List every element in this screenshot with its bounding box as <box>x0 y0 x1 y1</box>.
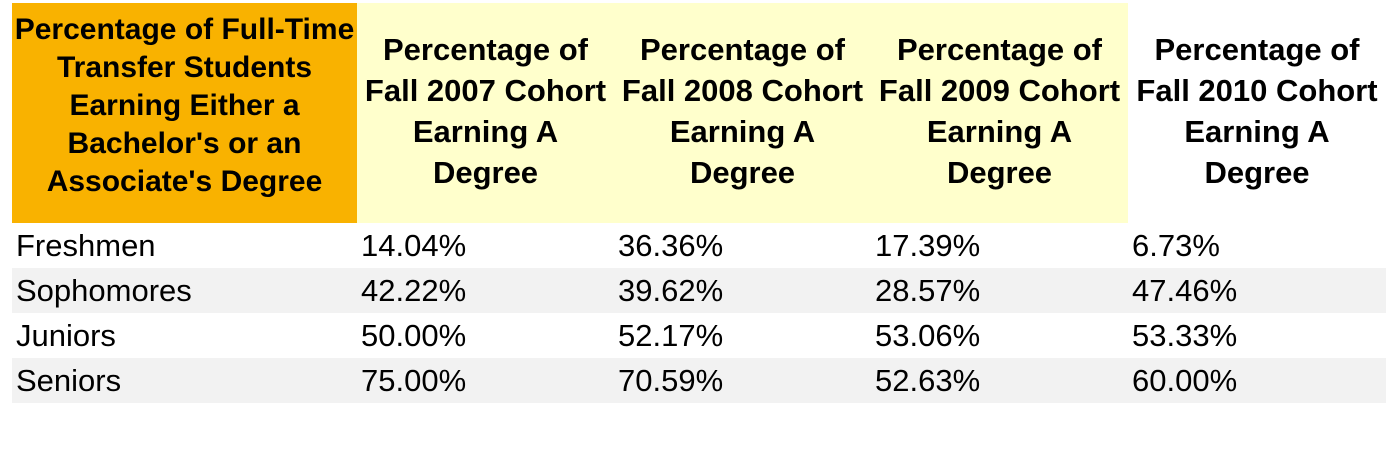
table-cell: 70.59% <box>614 358 871 403</box>
table-cell: 53.06% <box>871 313 1128 358</box>
graduation-rate-table: Percentage of Full-Time Transfer Student… <box>12 3 1386 403</box>
column-header-fall-2008: Percentage of Fall 2008 Cohort Earning A… <box>614 3 871 223</box>
header-row: Percentage of Full-Time Transfer Student… <box>12 3 1386 223</box>
table-cell: 17.39% <box>871 223 1128 268</box>
table-row-sophomores: Sophomores 42.22% 39.62% 28.57% 47.46% <box>12 268 1386 313</box>
table-cell: 14.04% <box>357 223 614 268</box>
table-cell: 53.33% <box>1128 313 1386 358</box>
corner-header: Percentage of Full-Time Transfer Student… <box>12 3 357 223</box>
table-cell: 52.17% <box>614 313 871 358</box>
column-header-fall-2009: Percentage of Fall 2009 Cohort Earning A… <box>871 3 1128 223</box>
row-label: Seniors <box>12 358 357 403</box>
table-cell: 47.46% <box>1128 268 1386 313</box>
row-label: Sophomores <box>12 268 357 313</box>
row-label: Juniors <box>12 313 357 358</box>
row-label: Freshmen <box>12 223 357 268</box>
column-header-fall-2010: Percentage of Fall 2010 Cohort Earning A… <box>1128 3 1386 223</box>
table-cell: 52.63% <box>871 358 1128 403</box>
table-cell: 6.73% <box>1128 223 1386 268</box>
table-row-seniors: Seniors 75.00% 70.59% 52.63% 60.00% <box>12 358 1386 403</box>
table-cell: 50.00% <box>357 313 614 358</box>
table-cell: 60.00% <box>1128 358 1386 403</box>
column-header-fall-2007: Percentage of Fall 2007 Cohort Earning A… <box>357 3 614 223</box>
table-row-juniors: Juniors 50.00% 52.17% 53.06% 53.33% <box>12 313 1386 358</box>
table-cell: 36.36% <box>614 223 871 268</box>
table-row-freshmen: Freshmen 14.04% 36.36% 17.39% 6.73% <box>12 223 1386 268</box>
table-cell: 28.57% <box>871 268 1128 313</box>
table-cell: 75.00% <box>357 358 614 403</box>
table-cell: 42.22% <box>357 268 614 313</box>
table-cell: 39.62% <box>614 268 871 313</box>
